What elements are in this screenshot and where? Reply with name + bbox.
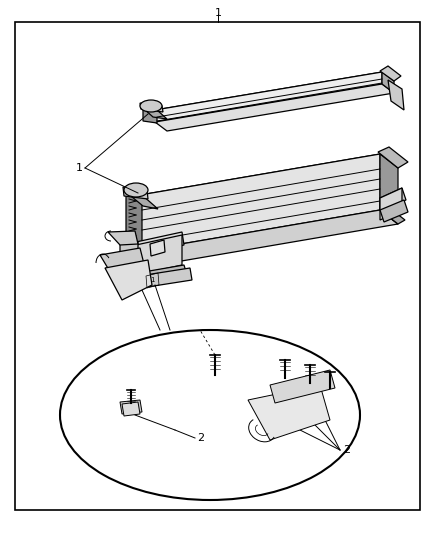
Polygon shape	[122, 402, 140, 416]
Ellipse shape	[60, 330, 360, 500]
Polygon shape	[388, 80, 404, 110]
Polygon shape	[136, 235, 182, 275]
Polygon shape	[380, 206, 405, 224]
Polygon shape	[136, 232, 184, 255]
Polygon shape	[126, 192, 142, 252]
Text: 2: 2	[197, 433, 204, 443]
Polygon shape	[380, 200, 408, 222]
Polygon shape	[140, 154, 380, 251]
Text: 1: 1	[215, 8, 222, 18]
Polygon shape	[150, 240, 165, 256]
Polygon shape	[140, 210, 398, 265]
Polygon shape	[155, 84, 394, 131]
Polygon shape	[143, 108, 167, 119]
Polygon shape	[126, 268, 192, 290]
Polygon shape	[140, 154, 398, 209]
Polygon shape	[143, 108, 157, 123]
Polygon shape	[382, 72, 394, 93]
Polygon shape	[380, 66, 401, 81]
Polygon shape	[120, 240, 138, 280]
Polygon shape	[155, 72, 382, 122]
Polygon shape	[270, 370, 335, 403]
Polygon shape	[248, 385, 330, 440]
Ellipse shape	[124, 183, 148, 197]
Ellipse shape	[140, 100, 162, 112]
Text: 2: 2	[343, 445, 350, 455]
Polygon shape	[380, 188, 406, 210]
Polygon shape	[380, 154, 398, 224]
Text: 1: 1	[150, 277, 154, 283]
Polygon shape	[100, 248, 145, 280]
Polygon shape	[105, 260, 152, 300]
Polygon shape	[120, 400, 142, 414]
Polygon shape	[108, 231, 138, 245]
Polygon shape	[140, 103, 163, 112]
Polygon shape	[126, 265, 188, 288]
Polygon shape	[123, 187, 148, 199]
Polygon shape	[380, 188, 402, 220]
Polygon shape	[378, 147, 408, 168]
Polygon shape	[126, 192, 158, 209]
Polygon shape	[155, 72, 394, 119]
Text: 1: 1	[76, 163, 83, 173]
